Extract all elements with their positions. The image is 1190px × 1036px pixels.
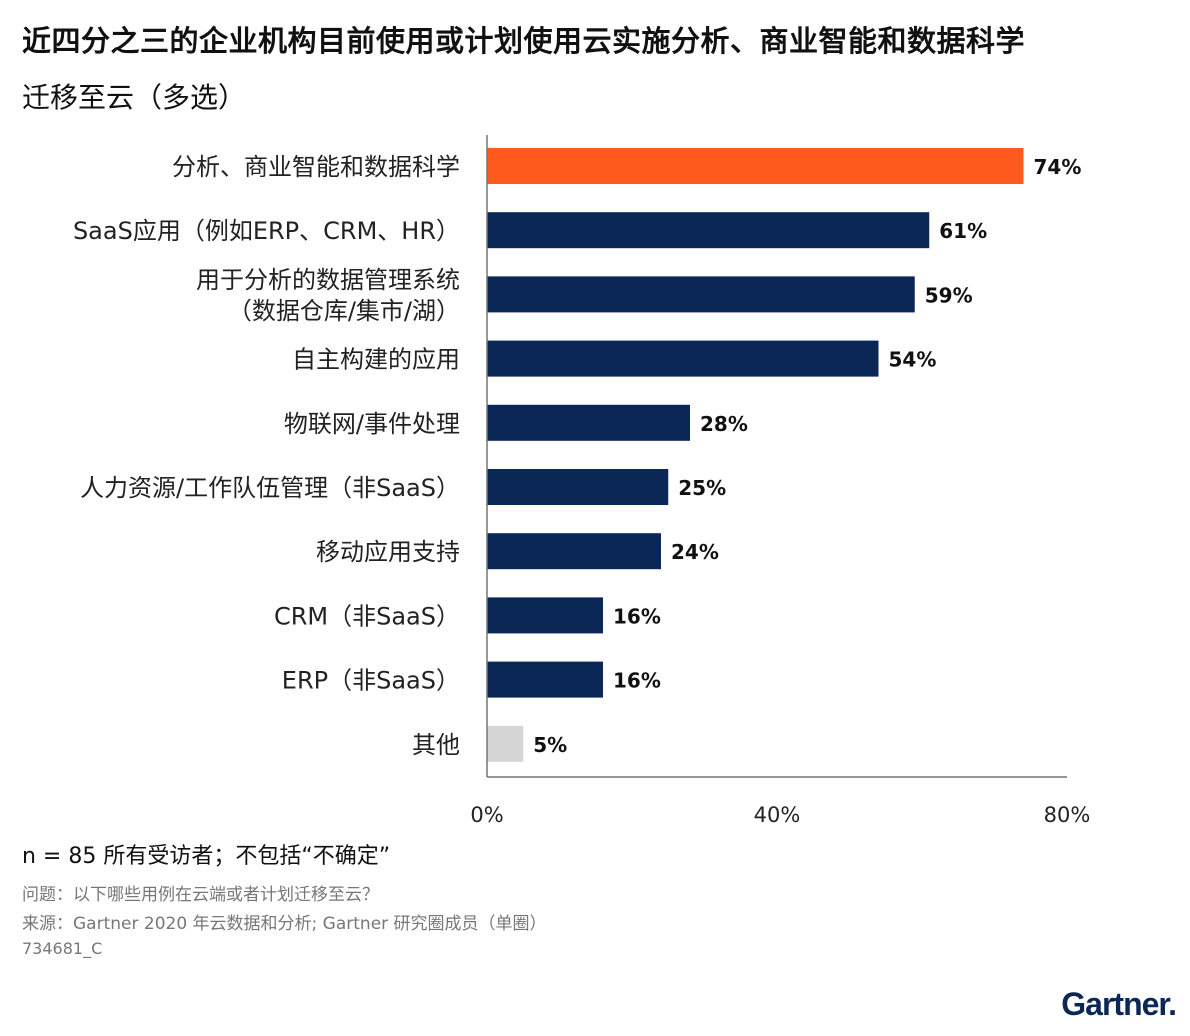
category-label: 物联网/事件处理: [284, 410, 460, 438]
bar: [487, 276, 915, 313]
bar: [487, 148, 1024, 184]
bar: [487, 212, 930, 249]
bar: [487, 340, 879, 377]
x-tick-label: 80%: [1044, 803, 1091, 827]
data-label: 24%: [671, 540, 719, 564]
category-label: 用于分析的数据管理系统: [196, 266, 460, 294]
category-label: ERP（非SaaS）: [282, 667, 460, 695]
category-label: 自主构建的应用: [292, 346, 460, 374]
category-label: 移动应用支持: [316, 538, 460, 566]
bar: [487, 533, 661, 570]
category-label: 其他: [412, 731, 460, 759]
category-label: 人力资源/工作队伍管理（非SaaS）: [80, 474, 460, 502]
chart-subtitle: 迁移至云（多选）: [22, 81, 247, 114]
sample-note: n = 85 所有受访者；不包括“不确定”: [22, 844, 391, 869]
data-label: 16%: [613, 604, 661, 628]
bar: [487, 661, 603, 698]
bar: [487, 597, 603, 634]
source-note: 来源：Gartner 2020 年云数据和分析; Gartner 研究圈成员（单…: [22, 914, 547, 934]
data-label: 5%: [533, 733, 567, 757]
gartner-logo: Gartner.: [1061, 986, 1177, 1022]
data-label: 54%: [889, 348, 937, 372]
category-label: CRM（非SaaS）: [274, 602, 460, 630]
category-label: 分析、商业智能和数据科学: [172, 153, 460, 181]
category-label: （数据仓库/集市/湖）: [228, 297, 460, 325]
question-note: 问题：以下哪些用例在云端或者计划迁移至云？: [22, 885, 379, 905]
data-label: 16%: [613, 669, 661, 693]
data-label: 59%: [925, 283, 973, 307]
data-label: 28%: [700, 412, 748, 436]
bar: [487, 404, 690, 441]
data-label: 25%: [678, 476, 726, 500]
chart-title: 近四分之三的企业机构目前使用或计划使用云实施分析、商业智能和数据科学: [22, 24, 1026, 58]
x-tick-label: 40%: [754, 803, 801, 827]
data-label: 74%: [1034, 155, 1082, 179]
category-label: SaaS应用（例如ERP、CRM、HR）: [73, 217, 460, 245]
chart-id: 734681_C: [22, 939, 103, 958]
x-tick-label: 0%: [470, 803, 503, 827]
bar: [487, 469, 669, 505]
data-label: 61%: [939, 219, 987, 243]
bar: [487, 725, 524, 762]
